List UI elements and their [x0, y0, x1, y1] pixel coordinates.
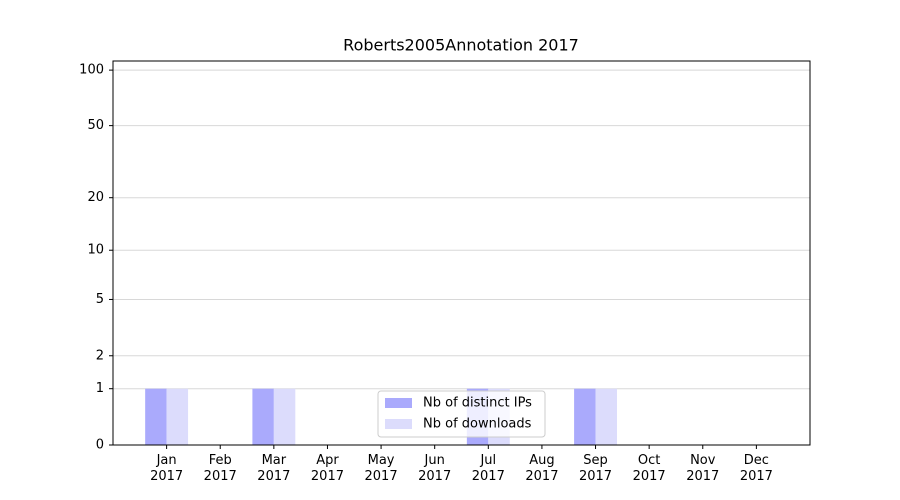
x-tick-label: Dec 2017: [739, 453, 773, 484]
x-tick-label: Sep 2017: [578, 453, 613, 484]
x-tick-label: Aug 2017: [525, 453, 559, 484]
y-tick-label: 5: [96, 292, 104, 307]
x-tick-label: Nov 2017: [686, 453, 720, 484]
y-tick-label: 10: [87, 243, 104, 258]
y-tick-label: 20: [87, 190, 104, 205]
legend-box: [377, 390, 546, 438]
y-tick-label: 0: [96, 438, 104, 453]
grid: [113, 69, 810, 446]
x-tick-label: Apr 2017: [310, 453, 344, 484]
x-tick-label: Mar 2017: [257, 453, 291, 484]
x-tick-label: Jun 2017: [418, 453, 452, 484]
bar: [166, 388, 189, 445]
y-tick-label: 1: [96, 381, 104, 396]
legend-swatch: [385, 398, 412, 408]
legend: Nb of distinct IPs Nb of downloads: [377, 390, 546, 438]
y-tick-label: 50: [87, 118, 104, 133]
x-tick-label: May 2017: [364, 453, 398, 484]
legend-label: Nb of distinct IPs: [423, 396, 532, 411]
x-tick-label: Oct 2017: [632, 453, 666, 484]
bar: [574, 388, 596, 445]
axes-frame: [112, 60, 811, 446]
chart-title: Roberts2005Annotation 2017: [343, 36, 579, 55]
legend-swatch: [385, 419, 412, 429]
bar: [595, 388, 617, 445]
x-tick-label: Feb 2017: [203, 453, 237, 484]
bar: [252, 388, 274, 445]
x-tick-label: Jul 2017: [471, 453, 505, 484]
bar: [273, 388, 296, 445]
x-tick-label: Jan 2017: [150, 453, 184, 484]
bar: [145, 388, 167, 445]
legend-label: Nb of downloads: [423, 417, 532, 432]
y-tick-label: 2: [96, 348, 104, 363]
y-tick-label: 100: [79, 63, 104, 78]
